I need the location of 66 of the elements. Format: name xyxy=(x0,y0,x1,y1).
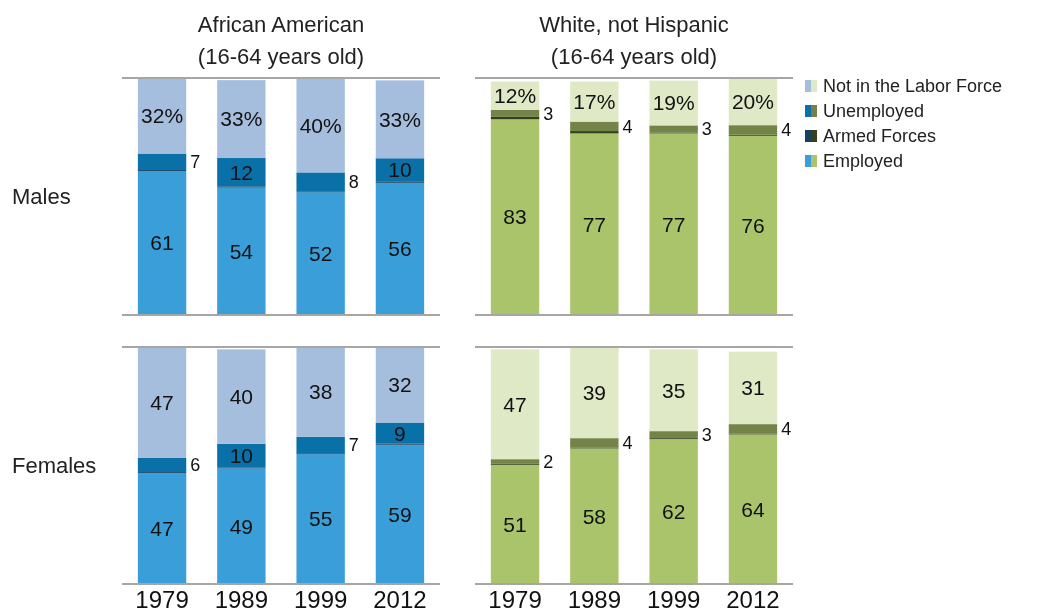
chart-subtitle: (16-64 years old) xyxy=(197,44,365,69)
y-axis-title: Males xyxy=(12,184,71,210)
data-label: 51 xyxy=(503,512,527,536)
data-label: 4 xyxy=(781,419,792,440)
data-label: 8 xyxy=(348,172,359,193)
data-label: 3 xyxy=(543,103,554,124)
x-tick-label: 1989 xyxy=(214,586,269,610)
data-label: 54 xyxy=(229,239,254,263)
data-label: 12 xyxy=(229,160,254,184)
legend-label: Armed Forces xyxy=(823,126,937,147)
data-label: 3 xyxy=(701,119,712,140)
data-label: 33% xyxy=(378,107,421,131)
x-tick-label: 1999 xyxy=(646,586,701,610)
data-label: 62 xyxy=(661,499,686,523)
chart-title: African American xyxy=(197,12,365,37)
data-label: 47 xyxy=(503,392,527,416)
data-label: 3 xyxy=(701,424,712,445)
data-label: 31 xyxy=(741,376,765,400)
data-label: 35 xyxy=(661,378,686,402)
data-label: 76 xyxy=(741,213,765,237)
x-tick-label: 2012 xyxy=(373,586,427,610)
legend-label: Not in the Labor Force xyxy=(823,76,1003,97)
data-label: 58 xyxy=(582,504,607,528)
y-axis-title: Females xyxy=(12,453,97,479)
data-label: 40% xyxy=(299,113,342,137)
x-tick-label: 2012 xyxy=(726,586,780,610)
data-label: 33% xyxy=(220,107,263,131)
data-label: 7 xyxy=(348,435,359,456)
data-label: 32 xyxy=(388,373,412,397)
data-label: 7 xyxy=(190,152,201,173)
x-tick-label: 1979 xyxy=(488,586,542,610)
data-label: 38 xyxy=(308,380,333,404)
data-label: 2 xyxy=(543,451,554,472)
data-label: 47 xyxy=(150,516,174,540)
data-label: 55 xyxy=(308,507,333,531)
data-label: 56 xyxy=(388,237,412,261)
data-label: 77 xyxy=(661,212,686,236)
data-label: 20% xyxy=(731,89,774,113)
legend-label: Employed xyxy=(823,151,904,172)
data-label: 6 xyxy=(190,455,201,476)
data-label: 52 xyxy=(308,241,333,265)
data-label: 4 xyxy=(622,116,633,137)
data-label: 32% xyxy=(141,104,184,128)
chart-subtitle: (16-64 years old) xyxy=(550,44,718,69)
data-label: 19% xyxy=(652,91,695,115)
data-label: 4 xyxy=(781,120,792,141)
data-label: 17% xyxy=(573,89,616,113)
data-label: 47 xyxy=(150,390,174,414)
data-label: 83 xyxy=(503,205,527,229)
data-label: 39 xyxy=(582,380,607,404)
x-tick-label: 1979 xyxy=(135,586,189,610)
data-label: 10 xyxy=(388,158,412,182)
data-label: 61 xyxy=(150,231,174,255)
data-label: 77 xyxy=(582,212,607,236)
data-label: 4 xyxy=(622,433,633,454)
data-label: 59 xyxy=(388,502,412,526)
x-tick-label: 1999 xyxy=(293,586,348,610)
data-label: 10 xyxy=(229,443,254,467)
data-label: 9 xyxy=(394,421,406,445)
legend-label: Unemployed xyxy=(823,101,925,122)
chart-title: White, not Hispanic xyxy=(539,12,729,37)
data-label: 40 xyxy=(229,384,254,408)
x-tick-label: 1989 xyxy=(567,586,622,610)
data-label: 64 xyxy=(741,497,765,521)
data-label: 49 xyxy=(229,514,254,538)
data-label: 12% xyxy=(494,84,537,108)
